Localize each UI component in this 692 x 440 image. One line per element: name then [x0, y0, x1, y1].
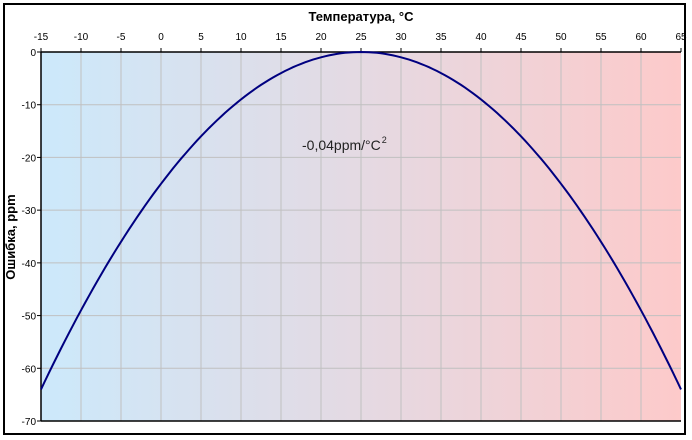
- x-tick-label: 0: [158, 32, 164, 43]
- y-tick-label: 0: [30, 48, 36, 59]
- x-tick-label: -5: [117, 32, 126, 43]
- x-tick-label: 25: [355, 32, 367, 43]
- x-tick-label: 35: [435, 32, 447, 43]
- y-tick-label: -60: [22, 364, 37, 375]
- x-tick-label: 60: [635, 32, 647, 43]
- chart-frame: [3, 3, 686, 435]
- x-tick-label: -10: [74, 32, 89, 43]
- y-axis-label: Ошибка, ppm: [3, 194, 18, 279]
- x-tick-label: 30: [395, 32, 407, 43]
- x-tick-label: 5: [198, 32, 204, 43]
- y-tick-label: -20: [22, 153, 37, 164]
- y-tick-label: -30: [22, 206, 37, 217]
- y-tick-label: -70: [22, 417, 37, 428]
- x-tick-label: 65: [675, 32, 687, 43]
- y-tick-label: -10: [22, 101, 37, 112]
- annotation-text: -0,04ppm/°C: [302, 137, 381, 153]
- series-line: [40, 50, 682, 390]
- x-tick-label: 45: [515, 32, 527, 43]
- y-tick-label: -40: [22, 259, 37, 270]
- x-tick-label: -15: [34, 32, 49, 43]
- x-tick-label: 40: [475, 32, 487, 43]
- x-tick-label: 20: [315, 32, 327, 43]
- x-tick-label: 55: [595, 32, 607, 43]
- y-tick-label: -50: [22, 312, 37, 323]
- x-axis-label: Температура, °C: [309, 9, 415, 24]
- x-tick-label: 15: [275, 32, 287, 43]
- slope-annotation: -0,04ppm/°C2: [302, 135, 387, 153]
- x-tick-label: 10: [235, 32, 247, 43]
- x-tick-label: 50: [555, 32, 567, 43]
- annotation-superscript: 2: [382, 135, 387, 145]
